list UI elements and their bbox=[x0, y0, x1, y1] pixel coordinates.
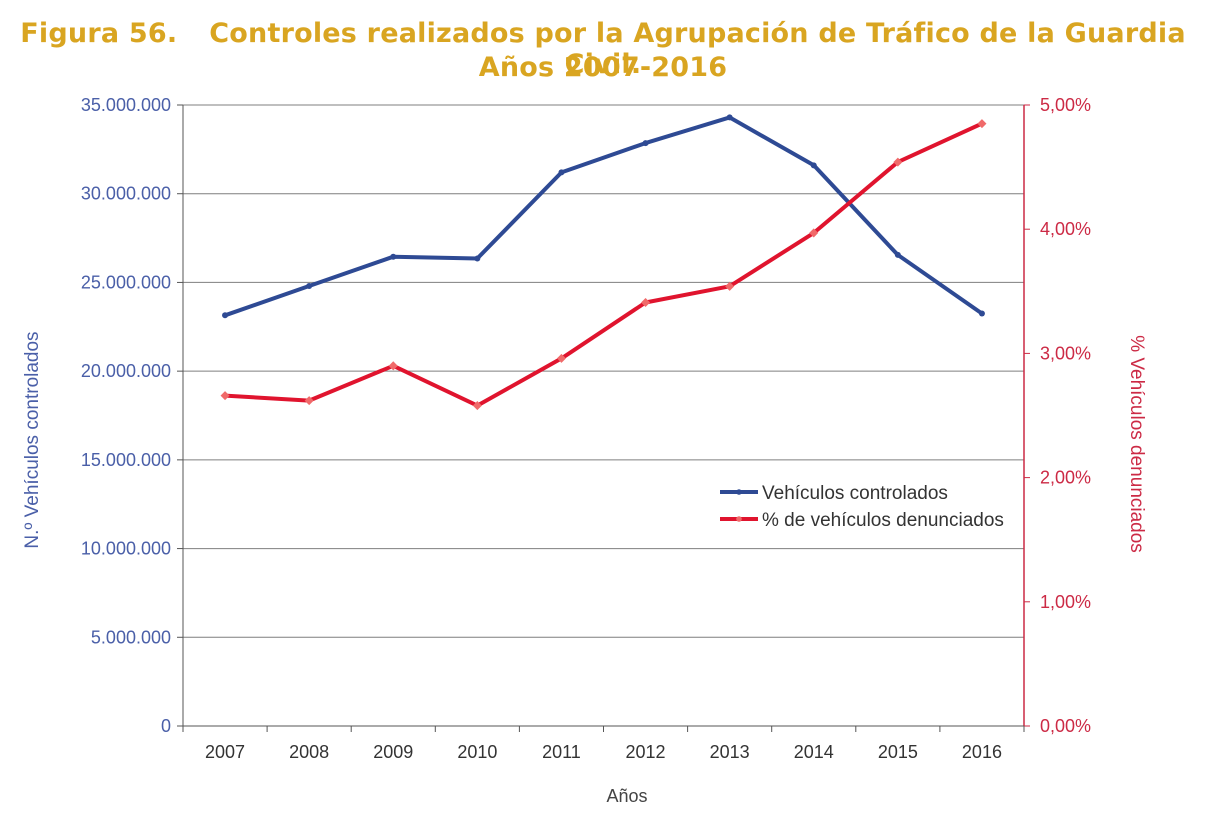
y-axis-right-label: % Vehículos denunciados bbox=[1126, 335, 1147, 553]
data-point-vehiculos bbox=[222, 312, 229, 319]
data-point-vehiculos bbox=[894, 251, 901, 258]
right-tick-label: 5,00% bbox=[1040, 95, 1091, 115]
left-tick-label: 25.000.000 bbox=[81, 272, 171, 292]
x-tick-label: 2009 bbox=[373, 742, 413, 762]
series-layer bbox=[220, 114, 987, 411]
data-point-vehiculos bbox=[474, 255, 481, 262]
left-axis-ticks: 0 5.000.000 10.000.000 15.000.000 20.000.000… bbox=[81, 95, 183, 736]
x-axis-ticks: 2007 2008 2009 2010 2011 2012 2013 2014 2015 2016 bbox=[182, 726, 1025, 762]
right-tick-label: 0,00% bbox=[1040, 716, 1091, 736]
data-point-vehiculos bbox=[558, 169, 565, 176]
right-tick-label: 4,00% bbox=[1040, 219, 1091, 239]
left-tick-label: 0 bbox=[161, 716, 171, 736]
right-tick-label: 3,00% bbox=[1040, 343, 1091, 363]
data-point-denunciados bbox=[220, 391, 230, 401]
data-point-vehiculos bbox=[306, 282, 313, 289]
figure-title-line1: Figura 56. Controles realizados por la Ag… bbox=[0, 18, 1206, 80]
data-point-vehiculos bbox=[810, 162, 817, 169]
left-tick-label: 30.000.000 bbox=[81, 184, 171, 204]
x-tick-label: 2010 bbox=[457, 742, 497, 762]
data-point-denunciados bbox=[641, 297, 651, 308]
data-point-vehiculos bbox=[642, 140, 649, 147]
left-tick-label: 15.000.000 bbox=[81, 450, 171, 470]
figure-label: Figura 56. bbox=[20, 18, 178, 49]
x-tick-label: 2014 bbox=[794, 742, 834, 762]
x-tick-label: 2008 bbox=[289, 742, 329, 762]
series-line-denunciados bbox=[223, 121, 984, 408]
left-tick-label: 5.000.000 bbox=[91, 627, 171, 647]
figure-title-text: Controles realizados por la Agrupación d… bbox=[209, 18, 1186, 80]
data-point-denunciados bbox=[893, 157, 903, 167]
right-tick-label: 1,00% bbox=[1040, 592, 1091, 612]
data-point-vehiculos bbox=[726, 114, 733, 121]
left-tick-label: 20.000.000 bbox=[81, 361, 171, 381]
legend: Vehículos controlados % de vehículos den… bbox=[720, 483, 1004, 531]
x-tick-label: 2007 bbox=[205, 742, 245, 762]
x-tick-label: 2012 bbox=[626, 742, 666, 762]
left-tick-label: 35.000.000 bbox=[81, 95, 171, 115]
figure-title-line2: Años 2007-2016 bbox=[478, 52, 728, 83]
data-point-vehiculos bbox=[390, 253, 397, 260]
x-tick-label: 2016 bbox=[962, 742, 1002, 762]
legend-label-vehiculos: Vehículos controlados bbox=[762, 483, 948, 504]
x-tick-label: 2015 bbox=[878, 742, 918, 762]
data-point-vehiculos bbox=[978, 310, 985, 317]
left-tick-label: 10.000.000 bbox=[81, 539, 171, 559]
gridlines bbox=[183, 104, 1024, 638]
x-axis-label: Años bbox=[606, 786, 647, 806]
x-tick-label: 2013 bbox=[710, 742, 750, 762]
right-axis-ticks: 0,00% 1,00% 2,00% 3,00% 4,00% 5,00% bbox=[1024, 95, 1091, 736]
y-axis-left-label: N.º Vehículos controlados bbox=[22, 331, 43, 548]
x-tick-label: 2011 bbox=[542, 742, 581, 762]
right-tick-label: 2,00% bbox=[1040, 468, 1091, 488]
legend-marker-vehiculos bbox=[736, 489, 742, 495]
series-line-vehiculos bbox=[223, 115, 984, 318]
legend-marker-denunciados bbox=[736, 516, 742, 522]
legend-label-denunciados: % de vehículos denunciados bbox=[762, 510, 1004, 531]
axes bbox=[182, 105, 1025, 727]
